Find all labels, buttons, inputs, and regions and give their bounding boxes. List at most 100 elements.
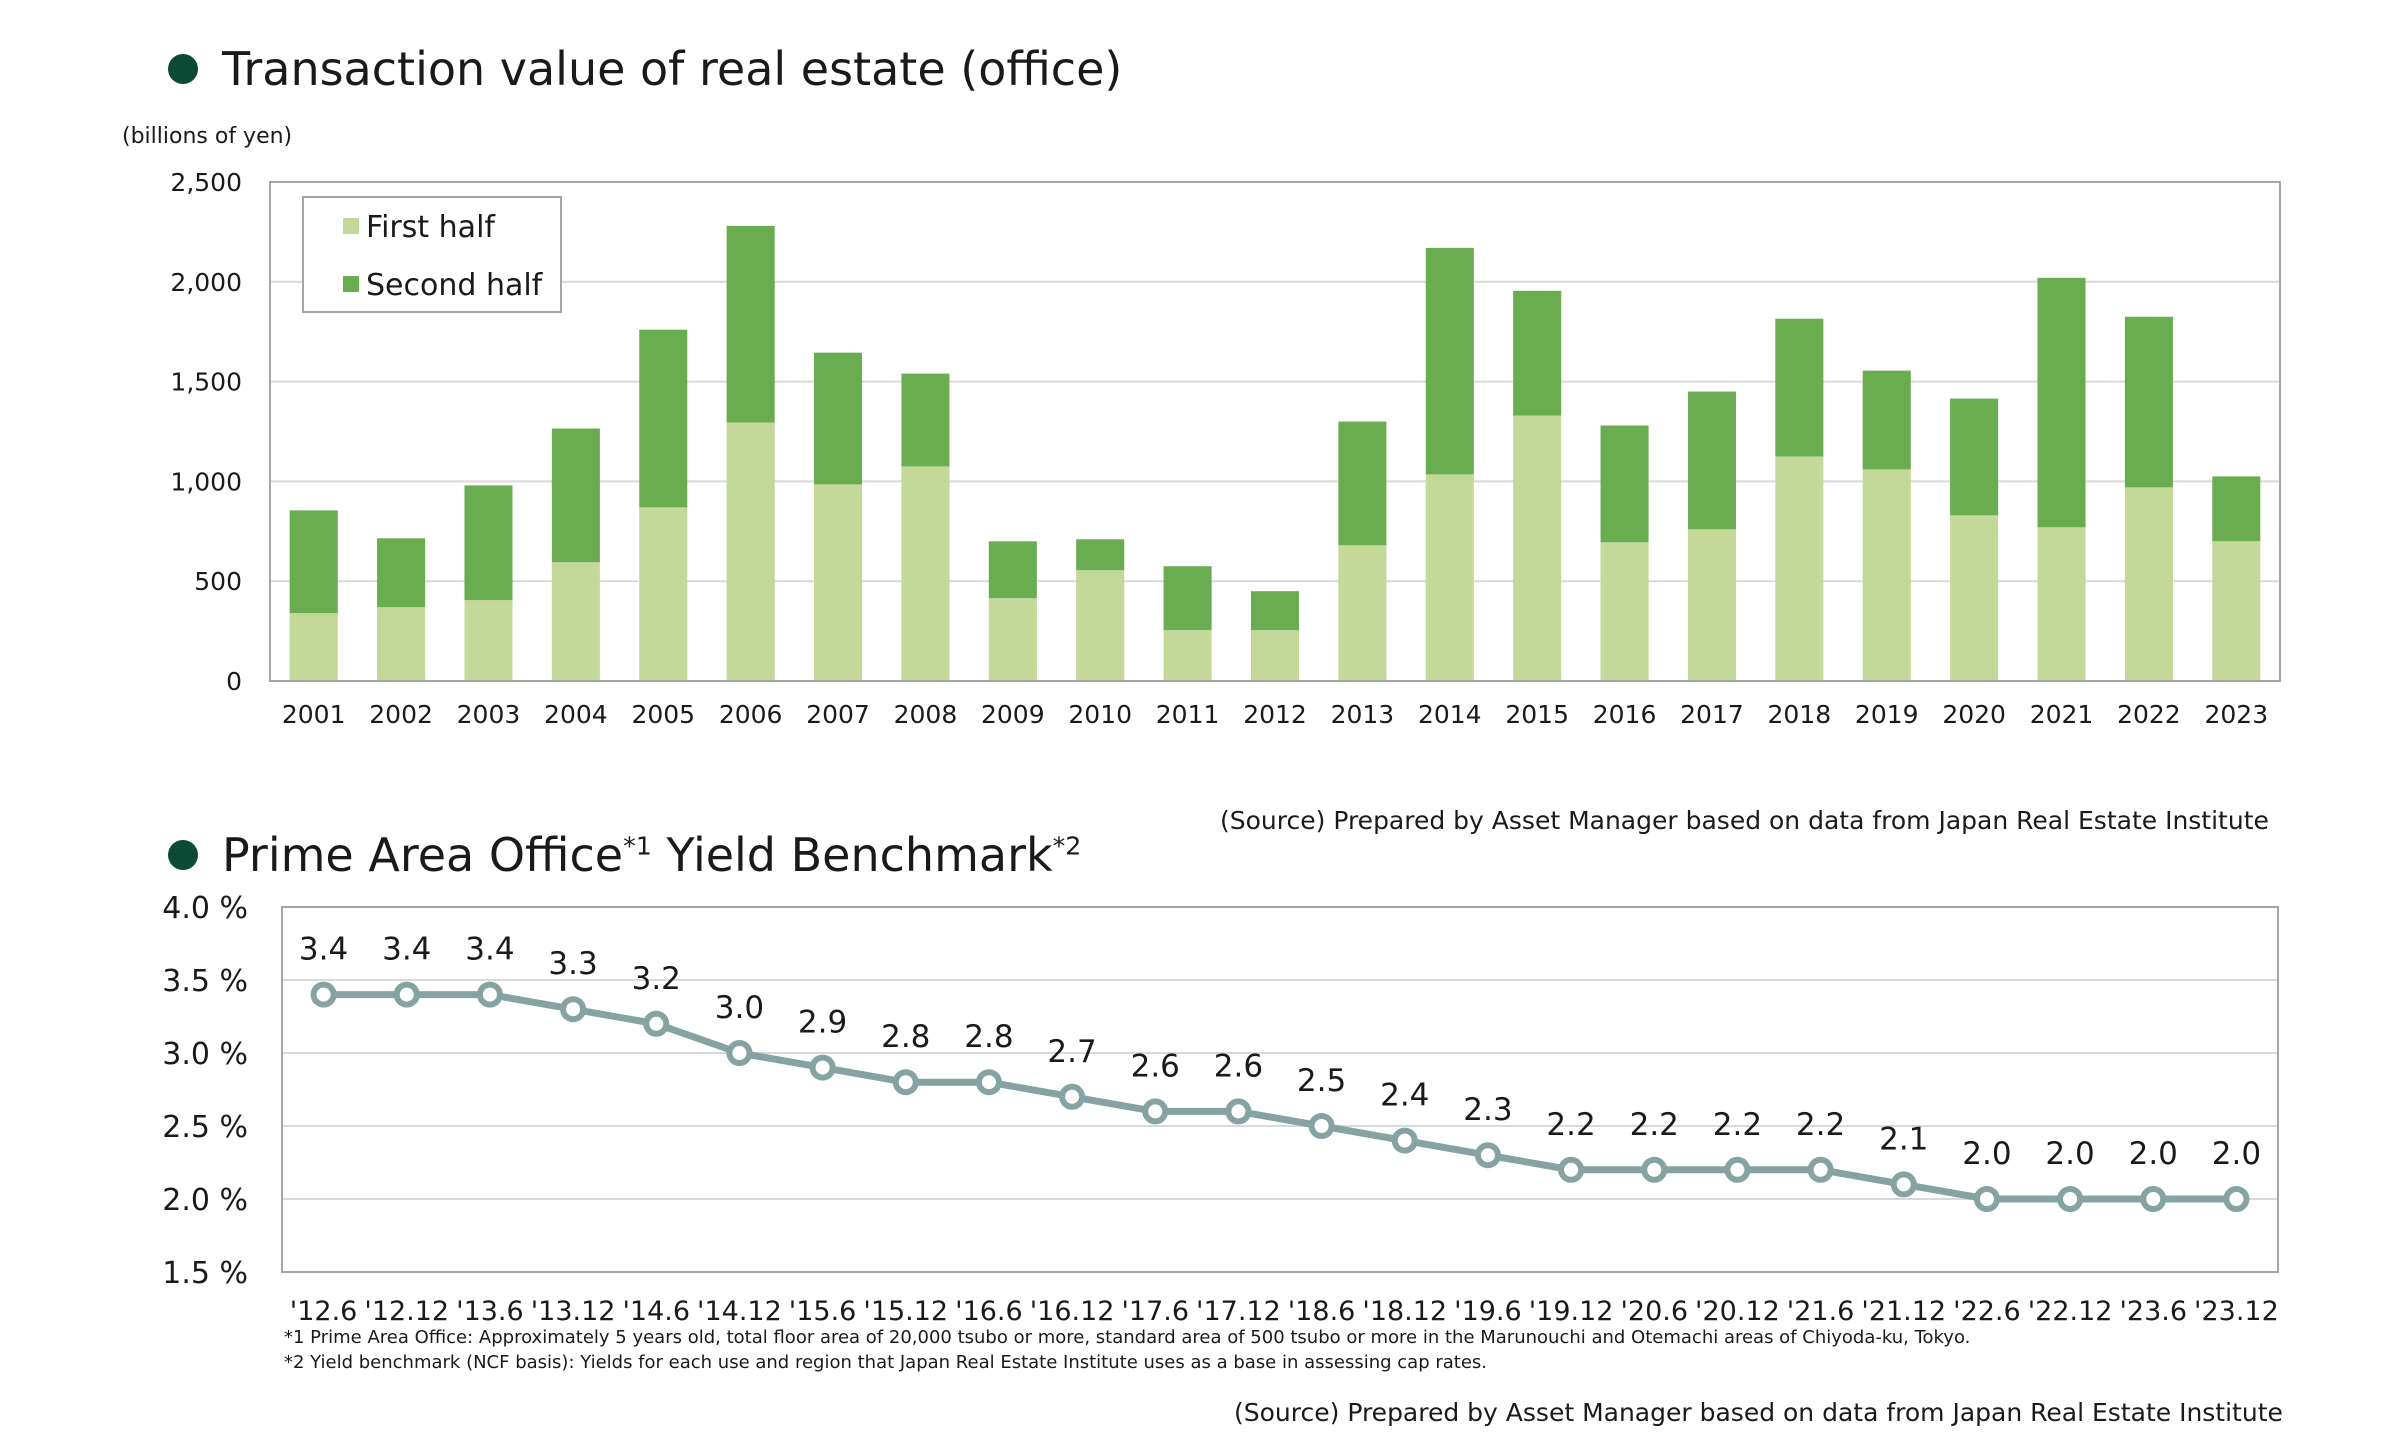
y-tick-label: 1.5 % xyxy=(162,1256,248,1291)
bar-second-half xyxy=(1513,290,1562,416)
data-label: 2.5 xyxy=(1297,1063,1346,1099)
bar-first-half xyxy=(1338,545,1387,681)
x-tick-label: '16.12 xyxy=(1030,1296,1115,1327)
bar-second-half xyxy=(1425,247,1474,475)
x-tick-label: '14.12 xyxy=(697,1296,782,1327)
data-point xyxy=(643,1010,670,1037)
bar-second-half xyxy=(1687,391,1736,530)
bar-second-half xyxy=(464,485,513,601)
bar-second-half xyxy=(2212,476,2261,542)
legend-box xyxy=(302,196,562,313)
data-label: 2.0 xyxy=(2129,1136,2178,1172)
bar-first-half xyxy=(1425,474,1474,681)
legend-swatch-first-half xyxy=(343,218,359,234)
bar-first-half xyxy=(1513,415,1562,681)
y-tick-label: 3.5 % xyxy=(162,964,248,999)
x-tick-label: 2016 xyxy=(1593,700,1657,729)
x-tick-label: 2006 xyxy=(719,700,783,729)
data-label: 2.8 xyxy=(964,1019,1013,1055)
x-tick-label: '18.12 xyxy=(1362,1296,1447,1327)
bar-first-half xyxy=(289,613,338,681)
y-tick-label: 2,500 xyxy=(170,168,242,197)
data-point xyxy=(1973,1186,2000,1212)
bar-second-half xyxy=(726,225,775,423)
data-point xyxy=(809,1054,836,1081)
x-tick-label: '13.6 xyxy=(456,1296,524,1327)
x-tick-label: 2004 xyxy=(544,700,608,729)
data-label: 3.2 xyxy=(632,961,681,997)
data-label: 2.6 xyxy=(1214,1048,1263,1084)
data-label: 2.2 xyxy=(1796,1107,1845,1143)
data-label: 2.2 xyxy=(1713,1107,1762,1143)
bar-second-half xyxy=(639,329,688,508)
bar-second-half xyxy=(1862,370,1911,470)
data-point xyxy=(1391,1127,1418,1154)
bar-second-half xyxy=(988,541,1037,599)
bar-first-half xyxy=(2124,487,2173,681)
chart1-source: (Source) Prepared by Asset Manager based… xyxy=(1220,806,2269,835)
bar-second-half xyxy=(377,538,426,608)
data-point xyxy=(393,981,420,1008)
x-tick-label: 2008 xyxy=(894,700,958,729)
bar-first-half xyxy=(1950,515,1999,681)
bar-first-half xyxy=(988,598,1037,681)
data-point xyxy=(892,1069,919,1096)
data-point xyxy=(310,981,337,1008)
x-tick-label: '21.6 xyxy=(1787,1296,1855,1327)
bar-first-half xyxy=(551,562,600,681)
x-tick-label: '12.12 xyxy=(364,1296,449,1327)
x-tick-label: 2015 xyxy=(1505,700,1569,729)
data-point xyxy=(2223,1186,2250,1212)
y-tick-label: 2.5 % xyxy=(162,1110,248,1145)
data-point xyxy=(560,996,587,1023)
x-tick-label: 2003 xyxy=(457,700,521,729)
y-tick-label: 1,000 xyxy=(170,467,242,496)
x-tick-label: '20.6 xyxy=(1620,1296,1688,1327)
bar-second-half xyxy=(2037,277,2086,528)
bullet-icon xyxy=(168,839,198,870)
data-label: 2.8 xyxy=(881,1019,930,1055)
x-tick-label: '23.12 xyxy=(2194,1296,2279,1327)
data-label: 2.2 xyxy=(1630,1107,1679,1143)
data-point xyxy=(2057,1186,2084,1212)
x-tick-label: '22.12 xyxy=(2028,1296,2113,1327)
y-tick-label: 1,500 xyxy=(170,368,242,397)
y-tick-label: 500 xyxy=(194,567,242,596)
x-tick-label: '12.6 xyxy=(290,1296,358,1327)
bar-first-half xyxy=(1600,542,1649,681)
data-point xyxy=(1308,1113,1335,1139)
data-point xyxy=(1724,1156,1751,1183)
data-label: 2.1 xyxy=(1879,1121,1928,1157)
x-tick-label: 2010 xyxy=(1068,700,1132,729)
chart2-title: Prime Area Office*1 Yield Benchmark*2 xyxy=(168,828,1081,882)
chart1-title: Transaction value of real estate (office… xyxy=(168,42,1122,96)
data-point xyxy=(726,1040,753,1066)
data-label: 2.2 xyxy=(1546,1107,1595,1143)
x-tick-label: 2019 xyxy=(1855,700,1919,729)
x-tick-label: '23.6 xyxy=(2119,1296,2187,1327)
bar-first-half xyxy=(726,422,775,681)
bar-second-half xyxy=(814,352,863,485)
x-tick-label: '13.12 xyxy=(531,1296,616,1327)
footnote-2: *2 Yield benchmark (NCF basis): Yields f… xyxy=(284,1352,1488,1373)
bar-second-half xyxy=(1250,591,1300,631)
data-label: 2.9 xyxy=(798,1005,847,1041)
bar-second-half xyxy=(1338,421,1387,546)
bar-second-half xyxy=(551,428,600,563)
data-label: 2.0 xyxy=(1962,1136,2011,1172)
data-point xyxy=(1474,1142,1501,1169)
data-label: 2.0 xyxy=(2045,1136,2094,1172)
x-tick-label: '21.12 xyxy=(1861,1296,1946,1327)
bar-second-half xyxy=(1076,539,1125,571)
x-tick-label: 2021 xyxy=(2030,700,2094,729)
bar-first-half xyxy=(1076,570,1125,681)
x-tick-label: 2009 xyxy=(981,700,1045,729)
data-label: 2.0 xyxy=(2212,1136,2261,1172)
bar-first-half xyxy=(639,507,688,681)
data-point xyxy=(975,1069,1002,1096)
bar-first-half xyxy=(1250,630,1300,681)
data-label: 3.4 xyxy=(382,932,431,968)
data-point xyxy=(1142,1098,1169,1125)
x-tick-label: '20.12 xyxy=(1695,1296,1780,1327)
data-point xyxy=(1059,1083,1086,1110)
